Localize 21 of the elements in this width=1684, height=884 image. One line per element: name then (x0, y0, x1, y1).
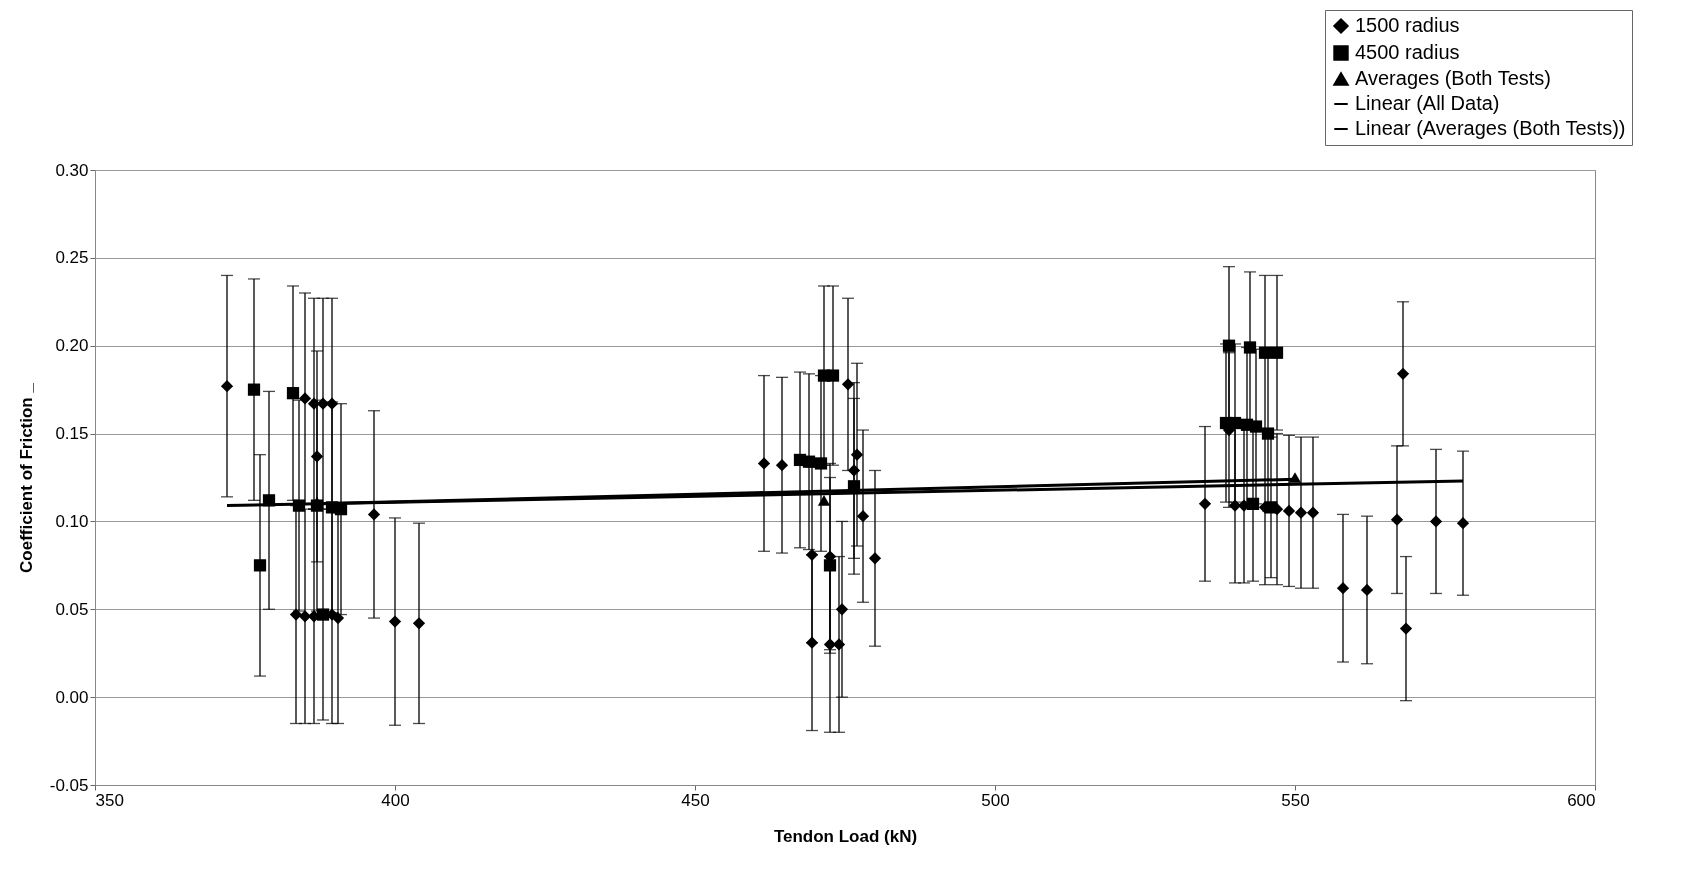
x-tick-label: 550 (1281, 790, 1310, 810)
y-tick-label: 0.05 (55, 599, 89, 619)
legend-label: 1500 radius (1355, 14, 1460, 36)
x-tick-label: 450 (681, 790, 710, 810)
y-tick-label: 0.00 (55, 687, 89, 707)
y-tick-label: 0.10 (55, 511, 89, 531)
y-axis-title: Coefficient of Friction _ (16, 382, 36, 573)
legend-label: Averages (Both Tests) (1355, 67, 1552, 89)
x-axis-title: Tendon Load (kN) (773, 826, 918, 846)
x-tick-label: 350 (95, 790, 124, 810)
legend-label: Linear (All Data) (1355, 92, 1500, 114)
y-tick-label: 0.30 (55, 160, 89, 180)
y-tick-label: 0.15 (55, 424, 89, 444)
x-tick-label: 600 (1567, 790, 1596, 810)
y-tick-label: 0.20 (55, 336, 89, 356)
y-tick-label: 0.25 (55, 248, 89, 268)
legend-label: 4500 radius (1355, 41, 1460, 63)
legend-label: Linear (Averages (Both Tests)) (1355, 117, 1626, 139)
x-tick-label: 500 (981, 790, 1010, 810)
y-tick-label: -0.05 (49, 775, 89, 795)
x-tick-label: 400 (381, 790, 410, 810)
